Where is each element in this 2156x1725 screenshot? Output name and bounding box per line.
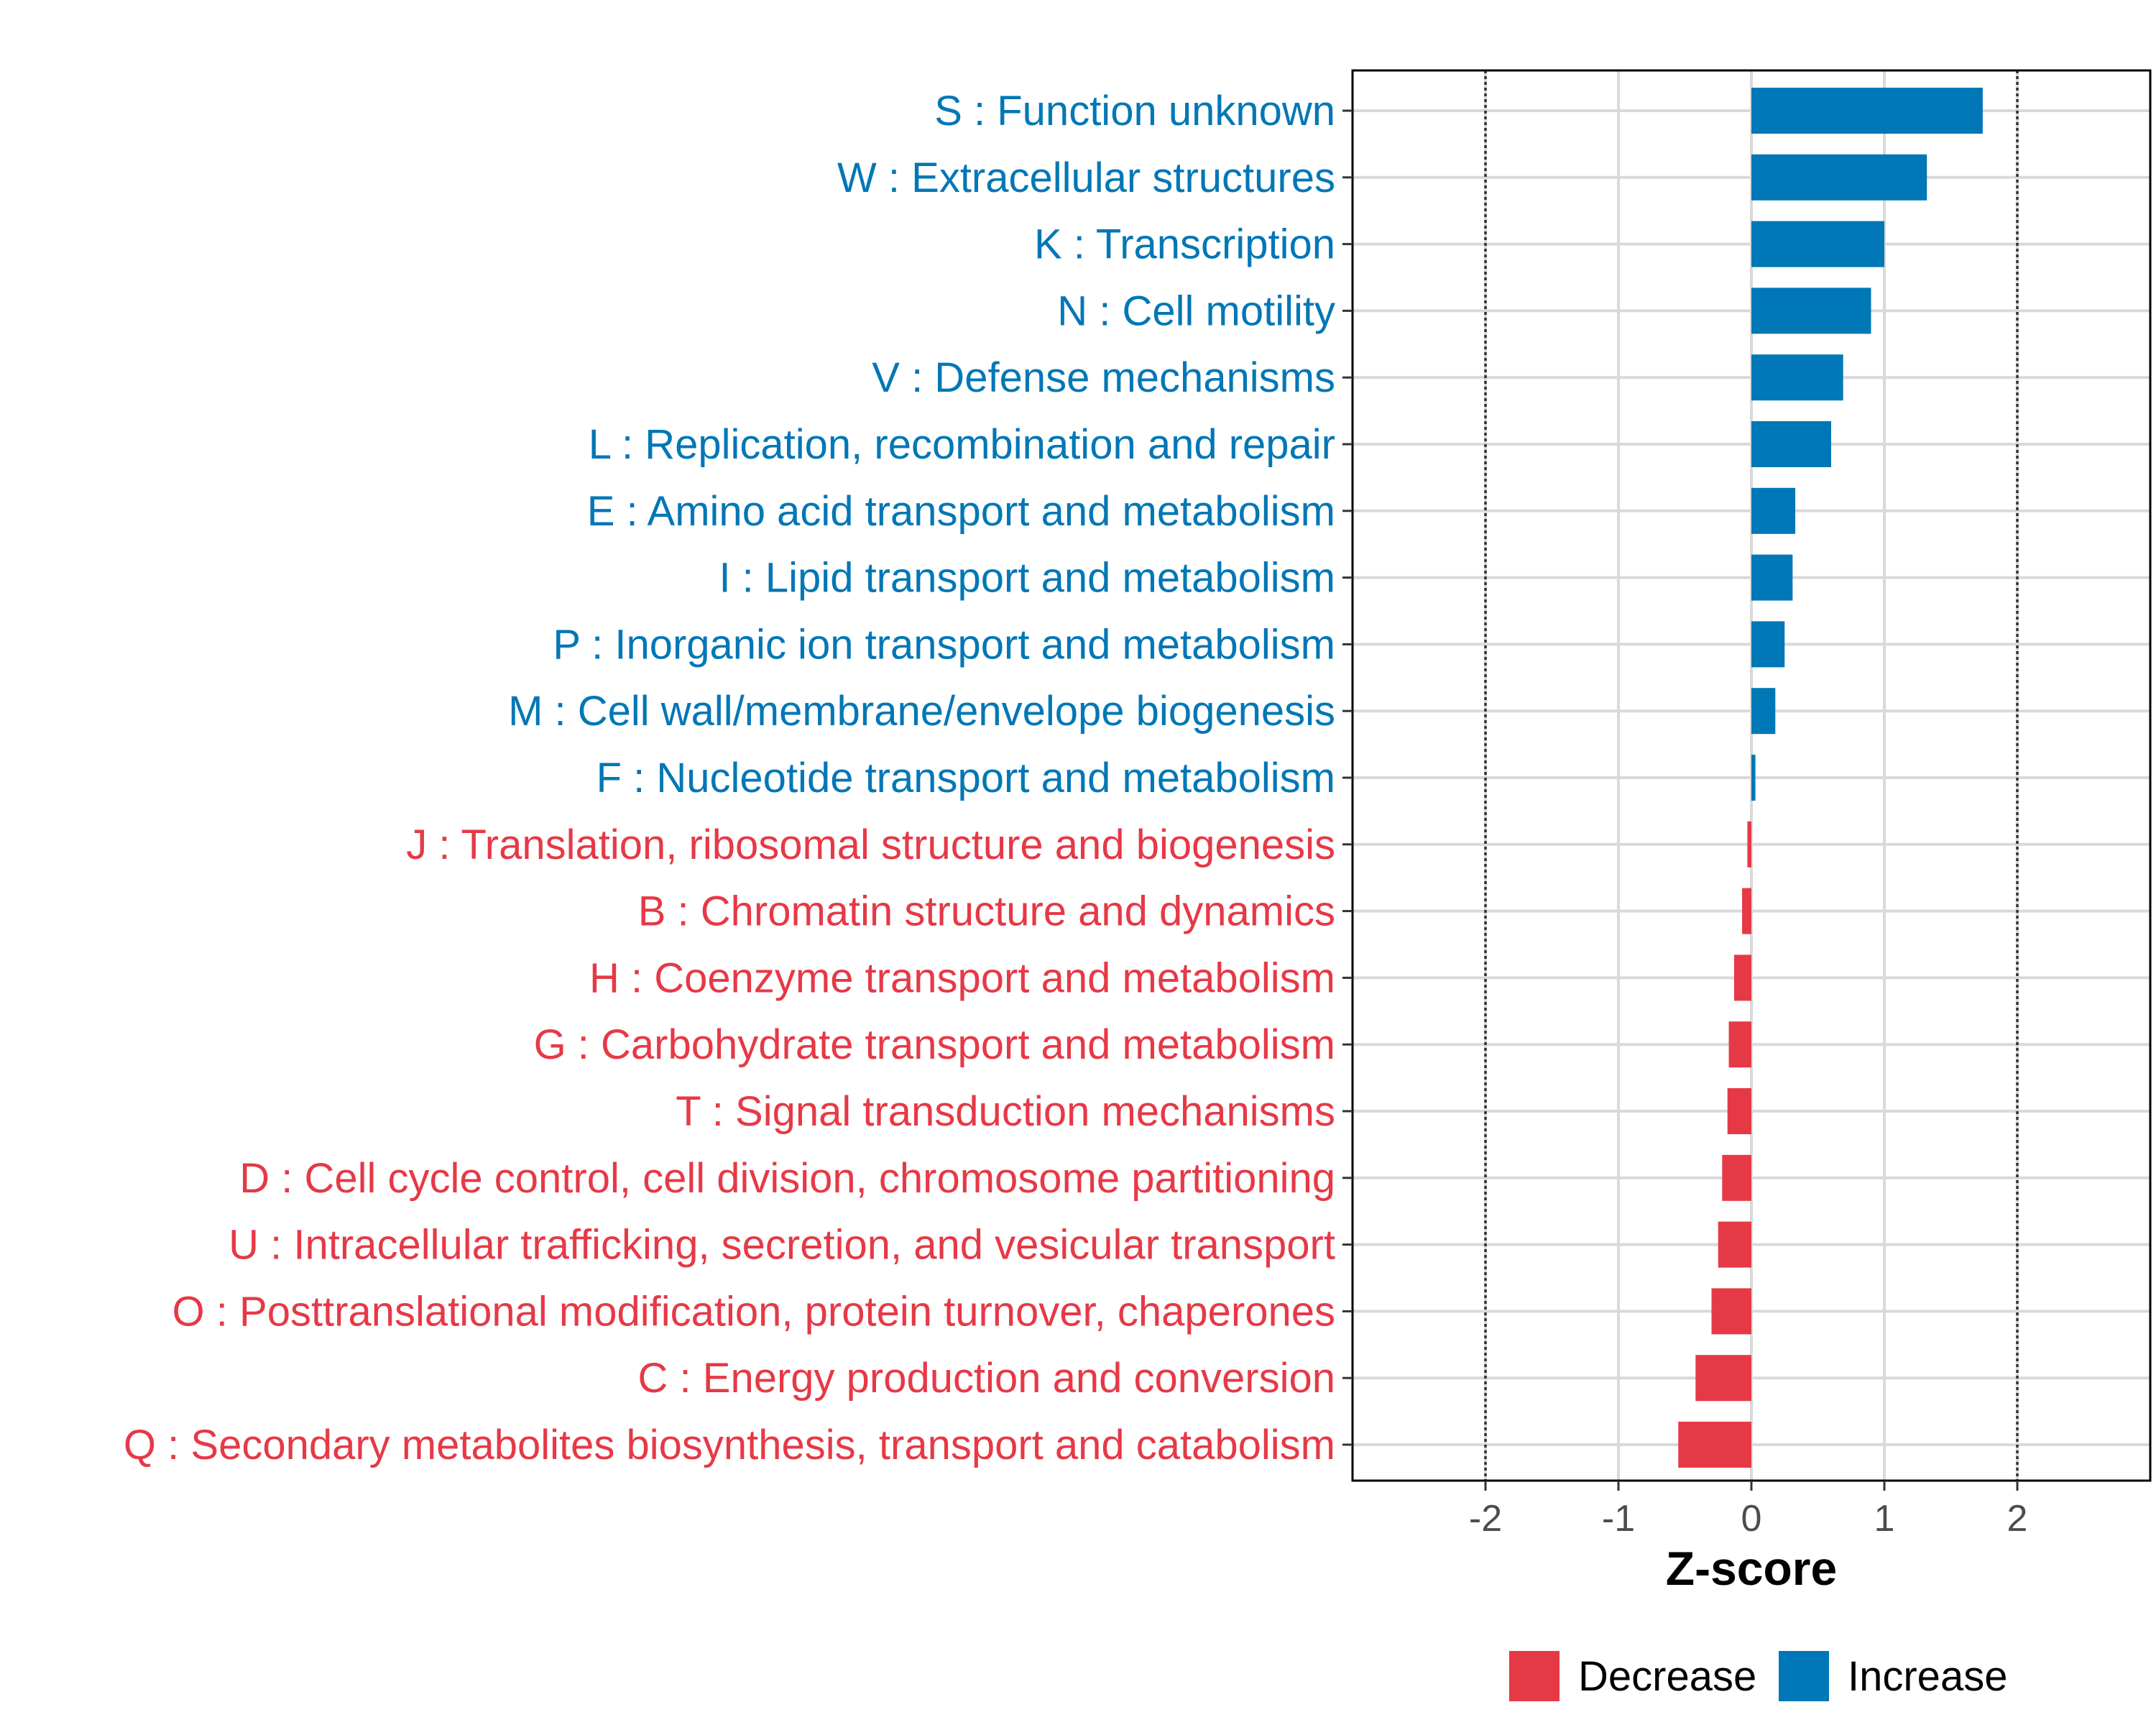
- bar: [1733, 954, 1751, 1001]
- category-label: C : Energy production and conversion: [638, 1355, 1335, 1402]
- category-label: M : Cell wall/membrane/envelope biogenes…: [508, 688, 1335, 735]
- category-label: Q : Secondary metabolites biosynthesis, …: [124, 1422, 1335, 1468]
- category-label: G : Carbohydrate transport and metabolis…: [534, 1021, 1335, 1068]
- bar: [1695, 1355, 1751, 1402]
- legend-key: [1509, 1651, 1560, 1701]
- category-label: T : Signal transduction mechanisms: [676, 1088, 1335, 1135]
- x-tick-label: -1: [1602, 1498, 1635, 1540]
- bar: [1711, 1288, 1751, 1335]
- category-label: V : Defense mechanisms: [872, 354, 1335, 401]
- category-label: B : Chromatin structure and dynamics: [638, 888, 1335, 935]
- x-axis-ticks: -2 -1 0 1 2: [1342, 109, 2028, 1540]
- category-label: D : Cell cycle control, cell division, c…: [239, 1155, 1335, 1202]
- category-label: W : Extracellular structures: [837, 155, 1335, 201]
- bar: [1751, 755, 1756, 801]
- bar: [1742, 888, 1751, 934]
- bar: [1751, 487, 1796, 534]
- category-label: H : Coenzyme transport and metabolism: [589, 954, 1335, 1001]
- bar: [1751, 421, 1831, 467]
- category-label: E : Amino acid transport and metabolism: [587, 488, 1335, 535]
- x-tick-label: 2: [2007, 1498, 2028, 1540]
- bar: [1751, 621, 1785, 668]
- bar: [1751, 354, 1843, 401]
- bar: [1751, 154, 1927, 201]
- bar: [1718, 1221, 1751, 1268]
- legend-label: Decrease: [1578, 1653, 1756, 1700]
- category-labels: S : Function unknown W : Extracellular st…: [124, 88, 1335, 1468]
- bar: [1751, 88, 1983, 134]
- bar: [1722, 1154, 1751, 1201]
- category-label: L : Replication, recombination and repai…: [589, 421, 1335, 468]
- bar: [1751, 688, 1776, 735]
- bar: [1747, 821, 1751, 868]
- bars-layer: [1678, 88, 1983, 1468]
- x-axis-title: Z-score: [1666, 1542, 1837, 1595]
- category-label: S : Function unknown: [934, 88, 1335, 134]
- category-label: K : Transcription: [1034, 221, 1335, 268]
- category-label: O : Posttranslational modification, prot…: [172, 1288, 1335, 1335]
- x-tick-label: 1: [1874, 1498, 1895, 1540]
- legend: Decrease Increase: [1509, 1651, 2007, 1701]
- category-label: P : Inorganic ion transport and metaboli…: [553, 621, 1335, 668]
- category-label: N : Cell motility: [1057, 288, 1335, 334]
- category-label: F : Nucleotide transport and metabolism: [596, 755, 1335, 801]
- legend-label: Increase: [1848, 1653, 2007, 1700]
- x-tick-label: -2: [1469, 1498, 1502, 1540]
- bar: [1678, 1422, 1751, 1468]
- bar: [1728, 1021, 1751, 1068]
- category-label: U : Intracellular trafficking, secretion…: [229, 1222, 1335, 1269]
- bar: [1727, 1088, 1751, 1134]
- category-label: I : Lipid transport and metabolism: [719, 555, 1335, 602]
- category-label: J : Translation, ribosomal structure and…: [406, 822, 1335, 868]
- x-tick-label: 0: [1741, 1498, 1762, 1540]
- bar: [1751, 554, 1793, 601]
- bar: [1751, 288, 1871, 334]
- legend-key: [1779, 1651, 1829, 1701]
- bar: [1751, 221, 1884, 267]
